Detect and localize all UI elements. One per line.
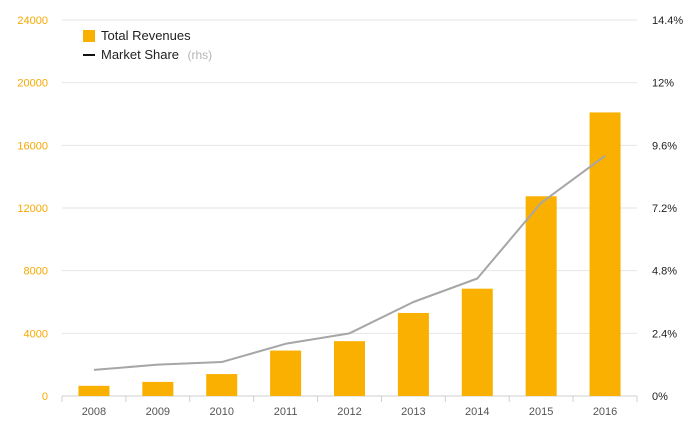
x-tick-label: 2010	[209, 406, 233, 418]
x-tick-label: 2012	[337, 406, 361, 418]
x-tick-label: 2011	[274, 406, 298, 418]
right-axis: 0% 2.4% 4.8% 7.2% 9.6% 12% 14.4%	[652, 15, 683, 403]
left-tick-label: 8000	[24, 266, 48, 278]
x-tick-label: 2013	[401, 406, 425, 418]
x-tick-label: 2014	[465, 406, 489, 418]
right-tick-label: 4.8%	[652, 266, 677, 278]
left-tick-label: 20000	[17, 78, 48, 90]
right-tick-label: 9.6%	[652, 140, 677, 152]
bar-total-revenues-2010	[206, 374, 238, 396]
line-series	[93, 154, 606, 371]
legend: Total Revenues Market Share (rhs)	[83, 28, 212, 63]
x-tick-label: 2008	[82, 406, 106, 418]
legend-label-market-share: Market Share (rhs)	[101, 46, 212, 63]
right-tick-label: 12%	[652, 78, 674, 90]
left-axis: 0 4000 8000 12000 16000 20000 24000	[17, 15, 48, 403]
x-axis: 2008 2009 2010 2011 2012 2013 2014 2015 2016	[61, 395, 638, 418]
bar-total-revenues-2016	[589, 112, 621, 396]
bar-total-revenues-2008	[78, 385, 110, 396]
line-market-share	[93, 154, 606, 371]
x-tick-label: 2009	[146, 406, 170, 418]
right-tick-label: 7.2%	[652, 203, 677, 215]
left-tick-label: 12000	[17, 203, 48, 215]
bar-total-revenues-2015	[525, 196, 557, 396]
left-tick-label: 0	[42, 391, 48, 403]
bar-total-revenues-2014	[461, 288, 493, 396]
legend-label-market-share-text: Market Share	[101, 47, 179, 62]
legend-swatch-total-revenues	[83, 30, 95, 42]
bar-total-revenues-2013	[397, 312, 429, 396]
bar-series	[78, 112, 621, 396]
bar-total-revenues-2012	[334, 341, 365, 396]
right-tick-label: 14.4%	[652, 15, 683, 27]
left-tick-label: 16000	[17, 140, 48, 152]
x-tick-label: 2016	[593, 406, 617, 418]
legend-label-total-revenues: Total Revenues	[101, 28, 191, 43]
left-tick-label: 4000	[24, 328, 48, 340]
left-tick-label: 24000	[17, 15, 48, 27]
right-tick-label: 0%	[652, 391, 668, 403]
bar-total-revenues-2009	[142, 381, 174, 396]
x-tick-label: 2015	[529, 406, 553, 418]
legend-label-market-share-suffix: (rhs)	[188, 48, 213, 62]
bar-total-revenues-2011	[270, 350, 302, 396]
right-tick-label: 2.4%	[652, 328, 677, 340]
